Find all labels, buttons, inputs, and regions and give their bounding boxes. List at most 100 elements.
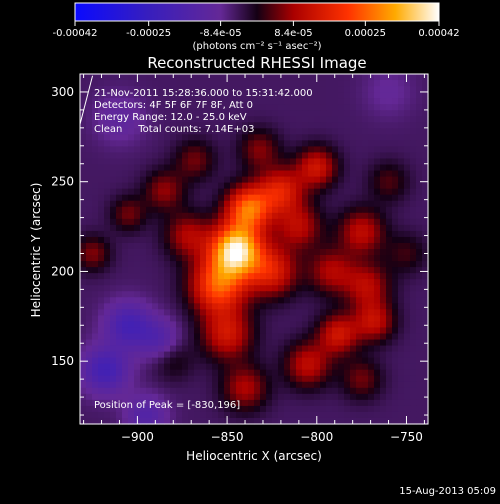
heatmap-cell [188,339,195,347]
heatmap-cell [128,387,135,395]
heatmap-cell [296,98,303,105]
heatmap-cell [104,369,111,377]
heatmap-cell [212,200,219,208]
heatmap-cell [374,176,381,184]
heatmap-cell [218,194,225,202]
heatmap-cell [368,351,375,359]
heatmap-cell [98,309,105,316]
heatmap-cell [272,80,279,87]
heatmap-cell [110,369,117,377]
heatmap-cell [206,261,213,268]
heatmap-cell [344,405,351,413]
heatmap-cell [254,375,261,383]
heatmap-cell [404,230,411,238]
heatmap-cell [350,194,357,202]
heatmap-cell [374,110,381,117]
heatmap-cell [110,242,117,250]
heatmap-cell [158,212,165,220]
heatmap-cell [242,363,249,371]
heatmap-cell [152,351,159,359]
heatmap-cell [296,212,303,220]
heatmap-cell [308,80,315,87]
heatmap-cell [272,297,279,304]
heatmap-cell [290,261,297,268]
heatmap-cell [368,170,375,178]
heatmap-cell [92,230,99,238]
heatmap-cell [338,188,345,196]
heatmap-cell [158,194,165,202]
heatmap-cell [266,230,273,238]
heatmap-cell [362,146,369,154]
heatmap-cell [200,128,207,135]
heatmap-cell [392,339,399,347]
heatmap-cell [230,405,237,413]
heatmap-cell [392,218,399,226]
heatmap-cell [320,86,327,93]
heatmap-cell [362,206,369,214]
heatmap-cell [164,267,171,274]
heatmap-cell [296,387,303,395]
heatmap-cell [302,152,309,160]
heatmap-cell [164,218,171,226]
heatmap-cell [416,273,423,280]
heatmap-cell [122,116,129,123]
heatmap-cell [206,267,213,274]
heatmap-cell [284,134,291,141]
heatmap-cell [308,152,315,160]
heatmap-cell [410,279,417,286]
heatmap-cell [338,333,345,341]
heatmap-cell [158,224,165,232]
heatmap-cell [296,134,303,141]
heatmap-cell [320,291,327,298]
heatmap-cell [278,116,285,123]
heatmap-cell [152,381,159,389]
heatmap-cell [410,170,417,178]
heatmap-cell [182,170,189,178]
heatmap-cell [314,122,321,129]
heatmap-cell [266,200,273,208]
heatmap-cell [260,249,267,256]
heatmap-cell [140,98,147,105]
heatmap-cell [410,309,417,316]
heatmap-cell [158,182,165,190]
heatmap-cell [104,236,111,244]
heatmap-cell [110,279,117,286]
heatmap-cell [302,375,309,383]
heatmap-cell [284,363,291,371]
heatmap-cell [254,387,261,395]
heatmap-cell [368,255,375,262]
heatmap-cell [422,321,429,329]
heatmap-cell [326,212,333,220]
heatmap-cell [170,363,177,371]
heatmap-cell [104,140,111,148]
heatmap-cell [200,303,207,310]
heatmap-cell [140,393,147,401]
heatmap-cell [206,255,213,262]
heatmap-cell [356,134,363,141]
heatmap-cell [326,357,333,365]
heatmap-cell [338,134,345,141]
heatmap-cell [410,116,417,123]
heatmap-cell [260,176,267,184]
heatmap-cell [122,242,129,250]
heatmap-cell [236,279,243,286]
heatmap-cell [308,140,315,148]
heatmap-cell [86,212,93,220]
heatmap-cell [278,249,285,256]
heatmap-cell [248,261,255,268]
heatmap-cell [320,146,327,154]
heatmap-cell [236,122,243,129]
heatmap-cell [356,212,363,220]
heatmap-cell [368,297,375,304]
heatmap-cell [326,369,333,377]
heatmap-cell [362,230,369,238]
heatmap-cell [374,128,381,135]
heatmap-cell [296,321,303,329]
heatmap-cell [410,122,417,129]
heatmap-cell [212,122,219,129]
heatmap-cell [356,98,363,105]
heatmap-cell [278,152,285,160]
heatmap-cell [230,369,237,377]
heatmap-cell [320,164,327,172]
heatmap-cell [410,363,417,371]
